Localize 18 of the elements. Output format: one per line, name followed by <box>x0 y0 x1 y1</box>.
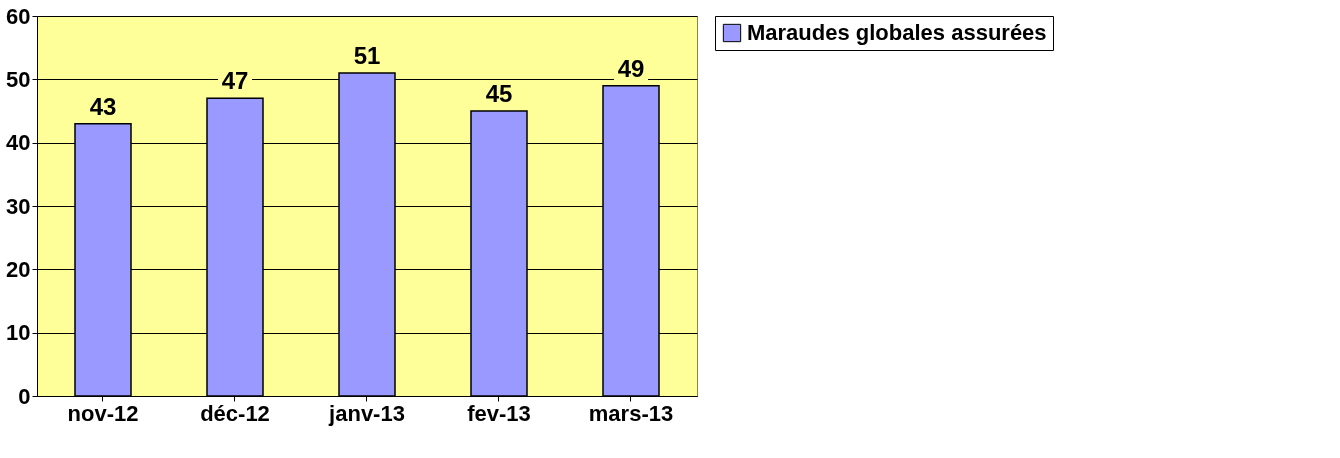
y-tick-label: 60 <box>6 3 31 29</box>
y-tick-label: 40 <box>6 130 31 156</box>
data-label: 47 <box>221 67 249 95</box>
data-label: 49 <box>617 54 645 82</box>
legend-label: Maraudes globales assurées <box>747 20 1047 45</box>
x-tick-label: nov-12 <box>67 400 139 426</box>
x-tick-label: fev-13 <box>467 400 531 426</box>
data-label: 43 <box>89 92 117 120</box>
data-label: 51 <box>353 42 381 69</box>
y-tick-label: 20 <box>6 256 31 282</box>
y-tick-label: 0 <box>18 383 31 409</box>
y-tick-label: 10 <box>6 320 31 346</box>
x-tick-label: mars-13 <box>588 400 674 426</box>
x-tick-label: déc-12 <box>200 400 270 426</box>
y-tick-label: 30 <box>6 193 31 219</box>
y-tick-label: 50 <box>6 66 31 92</box>
data-label: 45 <box>485 80 513 107</box>
x-tick-label: janv-13 <box>328 400 405 426</box>
